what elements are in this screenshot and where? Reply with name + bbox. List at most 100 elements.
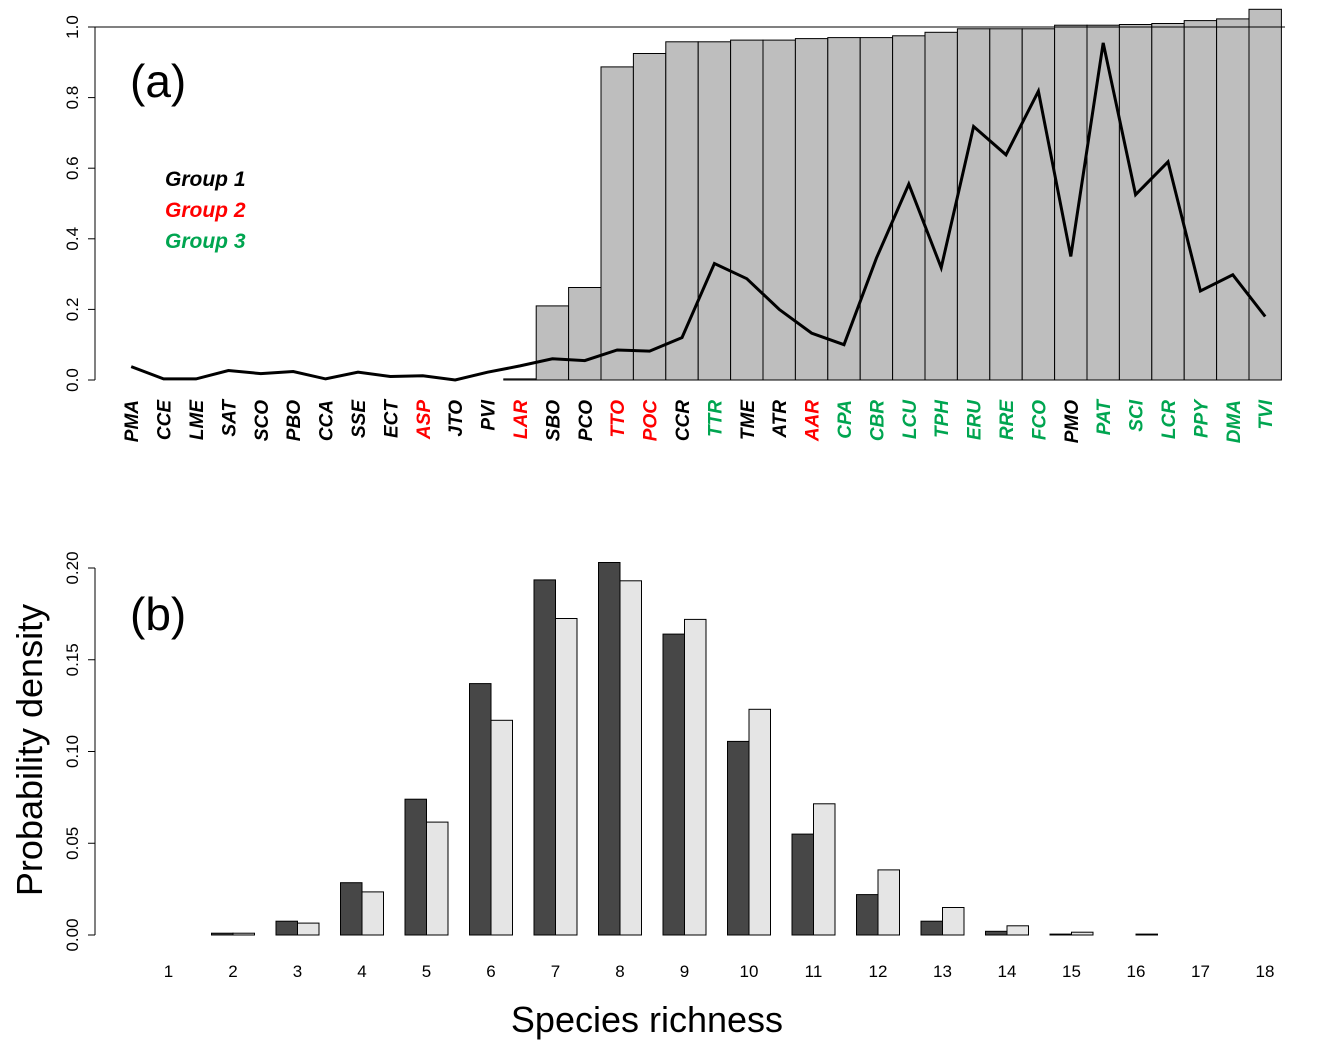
legend-group-1: Group 1: [165, 168, 246, 191]
bar-s1-13: [920, 920, 943, 936]
category-label-sci: SCI: [1127, 399, 1148, 431]
panel-a-line-series: [130, 42, 1267, 382]
bar-s1-4: [340, 882, 363, 936]
bar-pat: [1086, 24, 1120, 381]
category-label-fco: FCO: [1029, 400, 1050, 440]
panel-a-y-tick-label: 0.6: [63, 156, 82, 180]
panel-b-x-tick-labels: 1 2 3 4 5 6 7 8 9 10 11 12 13 14 15 16 17 18: [164, 962, 1275, 981]
bar-ttr: [697, 41, 732, 381]
category-label-tvi: TVI: [1256, 399, 1277, 429]
bar-s2-10: [748, 708, 771, 936]
panel-a-label: (a): [130, 55, 186, 107]
category-label-rre: RRE: [997, 399, 1018, 440]
bar-s1-15: [1049, 933, 1072, 936]
bar-s2-6: [490, 719, 513, 936]
bar-s2-8: [619, 580, 642, 936]
bar-tph: [924, 31, 958, 381]
bar-s1-11: [791, 833, 814, 936]
y-axis-title: Probability density: [9, 604, 50, 896]
x-tick-label: 4: [357, 962, 366, 981]
category-label-ttr: TTR: [705, 400, 726, 437]
x-tick-label: 16: [1127, 962, 1146, 981]
category-label-lar: LAR: [511, 400, 532, 439]
bar-s1-14: [985, 930, 1008, 936]
category-label-dma: DMA: [1224, 400, 1245, 443]
bar-sbo: [535, 305, 570, 381]
panel-b-y-axis: 0.00 0.05 0.10 0.15 0.20: [63, 551, 96, 952]
bar-s1-10: [727, 740, 750, 936]
category-label-sco: SCO: [252, 400, 273, 441]
category-label-sse: SSE: [349, 399, 370, 438]
category-label-aar: AAR: [803, 400, 824, 442]
x-tick-label: 7: [551, 962, 560, 981]
x-tick-label: 14: [998, 962, 1017, 981]
category-label-cca: CCA: [317, 400, 338, 441]
bar-s2-4: [361, 891, 384, 936]
bar-s2-2: [232, 932, 255, 936]
category-label-pma: PMA: [122, 400, 143, 442]
x-tick-label: 18: [1256, 962, 1275, 981]
panel-b-y-tick-label: 0.00: [63, 918, 82, 951]
x-tick-label: 9: [680, 962, 689, 981]
bar-eru: [956, 28, 991, 381]
bar-s1-9: [662, 633, 685, 936]
category-label-tph: TPH: [932, 399, 953, 438]
x-tick-label: 3: [293, 962, 302, 981]
panel-a-y-axis: 0.0 0.2 0.4 0.6 0.8 1.0: [63, 15, 96, 392]
category-label-poc: POC: [641, 400, 662, 441]
bar-cpa: [827, 37, 861, 381]
panel-a-bars: [503, 8, 1282, 381]
panel-a: 0.0 0.2 0.4 0.6 0.8 1.0 PMA CCE LME SAT SCO PBO CCA…: [63, 8, 1285, 444]
bar-s2-11: [813, 803, 836, 936]
category-label-pco: PCO: [576, 400, 597, 441]
category-label-sat: SAT: [219, 399, 240, 437]
x-tick-label: 13: [933, 962, 952, 981]
legend-group-2: Group 2: [165, 199, 246, 222]
bar-s2-13: [942, 907, 965, 936]
bar-s1-2: [211, 932, 234, 936]
bar-tto: [600, 66, 634, 381]
category-label-atr: ATR: [770, 400, 791, 439]
bar-s2-5: [426, 821, 449, 936]
x-tick-label: 6: [486, 962, 495, 981]
bar-pco: [568, 287, 602, 381]
bar-rre: [989, 28, 1023, 381]
bar-s2-7: [555, 618, 578, 936]
x-tick-label: 5: [422, 962, 431, 981]
bar-lar: [503, 378, 537, 381]
category-label-ect: ECT: [381, 399, 402, 438]
x-tick-label: 2: [228, 962, 237, 981]
x-tick-label: 11: [805, 962, 823, 981]
bar-dma: [1216, 18, 1250, 381]
category-label-pat: PAT: [1094, 399, 1115, 436]
x-axis-title: Species richness: [511, 999, 783, 1040]
category-label-lme: LME: [187, 399, 208, 440]
x-tick-label: 8: [615, 962, 624, 981]
panel-b-bars: [211, 562, 1158, 936]
panel-a-y-tick-label: 1.0: [63, 15, 82, 39]
bar-s2-15: [1071, 931, 1094, 936]
bar-aar: [794, 38, 829, 381]
panel-b-y-tick-label: 0.05: [63, 827, 82, 860]
bar-tme: [730, 39, 764, 381]
category-label-asp: ASP: [414, 400, 435, 440]
bar-cbr: [859, 37, 894, 381]
category-label-ccr: CCR: [673, 400, 694, 441]
category-label-cce: CCE: [155, 399, 176, 440]
category-label-eru: ERU: [965, 399, 986, 440]
bar-s1-8: [598, 562, 621, 936]
bar-ppy: [1183, 20, 1218, 381]
x-tick-label: 10: [740, 962, 759, 981]
legend: Group 1 Group 2 Group 3: [165, 168, 246, 253]
bar-tvi: [1248, 8, 1282, 381]
x-tick-label: 15: [1062, 962, 1081, 981]
panel-b: 0.000.050.100.150.20 1 2 3 4 5 6 7 8 9 10 11 12 13 14…: [9, 551, 1274, 1040]
bar-s2-3: [297, 922, 320, 936]
category-label-pmo: PMO: [1062, 400, 1083, 444]
category-label-lcr: LCR: [1159, 400, 1180, 439]
bar-poc: [632, 53, 667, 381]
bar-s2-14: [1006, 925, 1029, 936]
bar-s2-9: [684, 618, 707, 936]
legend-group-3: Group 3: [165, 230, 246, 253]
